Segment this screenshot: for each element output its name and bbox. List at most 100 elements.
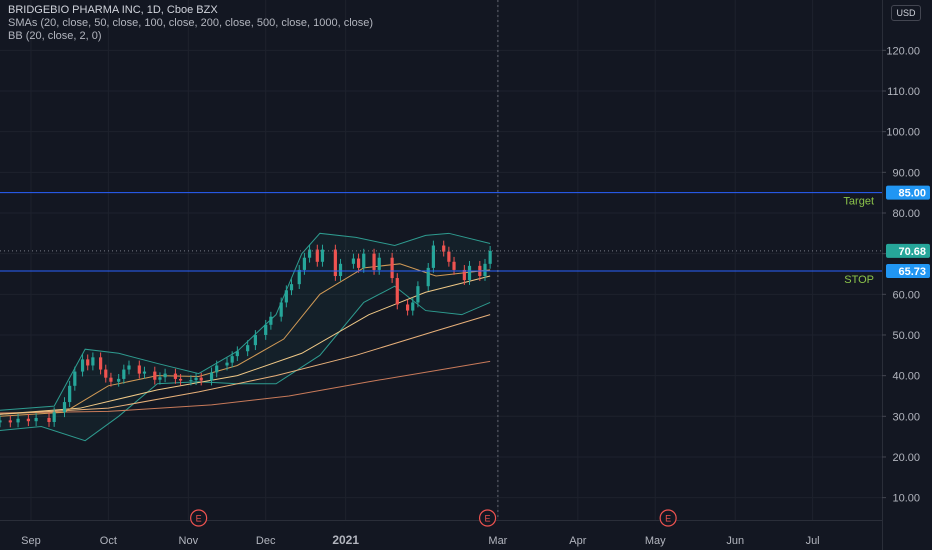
level-label-target: Target	[843, 196, 874, 208]
price-axis-label: 40.00	[892, 371, 920, 383]
currency-button[interactable]: USD	[891, 5, 921, 21]
time-axis-label: May	[645, 535, 666, 547]
time-axis-label: Nov	[179, 535, 199, 547]
bb-indicator-legend[interactable]: BB (20, close, 2, 0)	[8, 30, 102, 42]
price-axis-label: 100.00	[886, 127, 920, 139]
sma20-line	[0, 263, 491, 417]
candle-body	[253, 334, 257, 346]
candle-body	[68, 385, 72, 403]
candle-body	[483, 263, 487, 277]
candle-body	[215, 365, 219, 373]
time-axis-label: Dec	[256, 535, 276, 547]
candle-body	[73, 371, 77, 386]
candle-body	[320, 249, 325, 262]
candle-body	[356, 258, 361, 268]
candle-body	[488, 250, 492, 264]
candle-body	[390, 257, 394, 279]
candle-body	[109, 377, 113, 382]
candle-body	[34, 417, 38, 422]
earnings-marker-icon	[478, 509, 497, 527]
candle-body	[189, 380, 193, 382]
candle-body	[297, 269, 301, 285]
bb-upper-line	[0, 232, 491, 411]
earnings-marker-icon	[659, 509, 677, 527]
candle-body	[289, 284, 294, 291]
sma50-line	[0, 275, 491, 415]
candle-body	[86, 359, 90, 366]
candle-body	[235, 351, 239, 357]
time-axis-label: Jun	[726, 535, 744, 547]
price-axis-label: 10.00	[892, 493, 920, 505]
time-axis-label: Mar	[488, 535, 507, 547]
candle-body	[209, 372, 214, 381]
current-price-badge-bg	[886, 243, 930, 258]
level-badge-stop-bg	[886, 264, 930, 279]
sma200-line	[0, 360, 491, 414]
candle-body	[284, 290, 288, 303]
candle-body	[26, 418, 30, 422]
level-label-stop: STOP	[844, 274, 874, 286]
candle-body	[178, 378, 183, 381]
candle-body	[194, 377, 198, 381]
chart-title: BRIDGEBIO PHARMA INC, 1D, Cboe BZX	[8, 4, 218, 16]
candle-body	[467, 265, 472, 281]
price-axis-label: 20.00	[892, 452, 920, 464]
price-axis-label: 110.00	[887, 86, 920, 98]
candle-body	[338, 263, 343, 277]
candle-body	[362, 253, 366, 268]
candle-body	[199, 377, 203, 381]
candle-body	[122, 369, 126, 379]
candle-body	[62, 402, 67, 413]
time-axis-label: Sep	[21, 535, 41, 547]
candle-body	[405, 304, 410, 311]
earnings-marker-icon	[190, 509, 208, 527]
earnings-marker-label: E	[196, 514, 202, 524]
level-badge-target: 85.00	[898, 188, 926, 200]
candle-body	[16, 418, 20, 423]
price-axis-label: 90.00	[892, 167, 920, 179]
price-axis-label: 50.00	[892, 330, 920, 342]
earnings-marker-label: E	[485, 514, 491, 524]
time-axis-label: Apr	[569, 535, 586, 547]
time-axis-label: Jul	[806, 535, 820, 547]
candle-body	[127, 365, 131, 370]
bb-lower-line	[0, 285, 491, 442]
time-axis-label: Oct	[100, 535, 117, 547]
candle-body	[163, 373, 167, 378]
bb-band-fill	[0, 233, 491, 441]
candle-body	[80, 359, 85, 372]
candle-body	[431, 245, 435, 268]
candle-body	[442, 245, 446, 252]
candle-body	[137, 365, 141, 374]
candle-body	[142, 371, 147, 374]
candle-body	[8, 420, 12, 423]
level-badge-stop: 65.73	[898, 266, 926, 278]
candle-body	[395, 278, 399, 305]
candle-body	[333, 249, 337, 277]
candle-body	[99, 357, 103, 370]
sma-indicator-legend[interactable]: SMAs (20, close, 50, close, 100, close, …	[8, 17, 374, 29]
candle-body	[91, 357, 95, 366]
candle-body	[372, 253, 376, 270]
candle-body	[377, 257, 381, 270]
candle-body	[173, 373, 178, 379]
candle-body	[307, 249, 312, 258]
candle-body	[52, 412, 56, 422]
candle-body	[225, 362, 229, 366]
candle-body	[47, 417, 51, 422]
sma100-line	[0, 314, 491, 415]
candle-body	[302, 257, 307, 270]
candle-body	[153, 371, 157, 380]
candle-body	[264, 324, 268, 335]
candle-body	[0, 420, 2, 423]
price-axis-label: 60.00	[892, 289, 920, 301]
candle-body	[104, 369, 108, 378]
candle-body	[411, 302, 415, 311]
candle-body	[416, 286, 420, 303]
price-axis-label: 80.00	[892, 208, 920, 220]
candle-body	[246, 345, 250, 352]
price-axis-label: 30.00	[892, 411, 920, 423]
